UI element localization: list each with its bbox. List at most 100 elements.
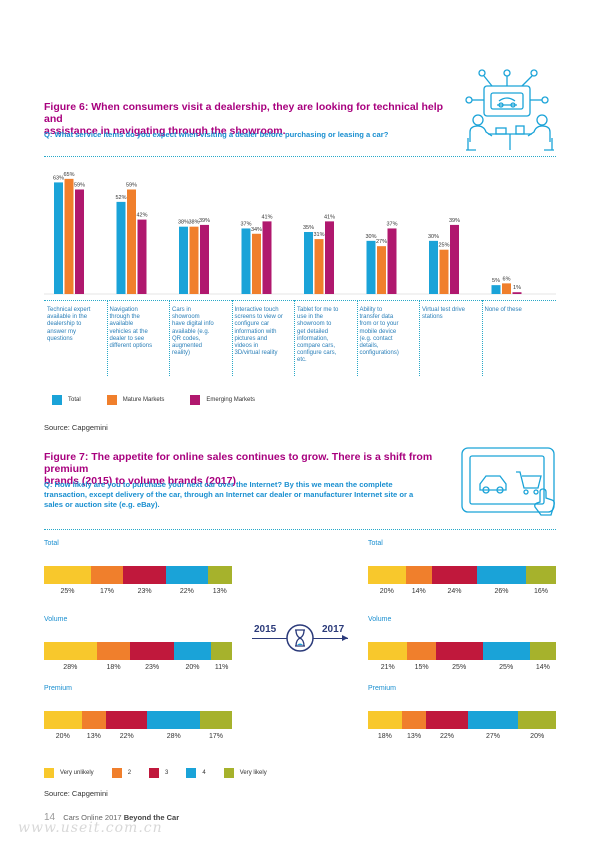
segment-label-premium-2017-4: 27% — [486, 733, 501, 740]
bar-1-mature — [64, 178, 74, 294]
bar-label-6-total: 30% — [365, 234, 376, 240]
category-label-2: Navigation through the available vehicles a… — [110, 307, 167, 350]
category-label-8: None of these — [485, 307, 542, 314]
segment-label-volume-2017-3: 25% — [452, 664, 467, 671]
hourglass-icon — [286, 624, 314, 652]
stacked-labels-total-2017: 20% 14% 24% 26% 16% — [368, 588, 556, 598]
group-title-volume-2015: Volume — [44, 616, 68, 623]
segment-label-premium-2017-2: 13% — [407, 733, 422, 740]
category-separator-1 — [106, 300, 108, 376]
segment-label-volume-2015-5: 11% — [214, 664, 229, 671]
category-label-4-line-1: Interactive touch — [234, 307, 279, 313]
category-label-6-line-5: (e.g. contact — [359, 335, 393, 342]
publication-name: Cars Online 2017 — [63, 813, 122, 822]
bar-label-1-emerging: 59% — [74, 182, 85, 188]
bar-7-emerging — [450, 224, 459, 294]
category-separator-5 — [356, 300, 358, 376]
bar-label-3-mature: 38% — [188, 220, 199, 226]
fig7-title-line1: Figure 7: The appetite for online sales … — [44, 451, 433, 475]
legend-4-swatch — [186, 768, 197, 778]
bar-label-7-mature: 25% — [438, 243, 449, 249]
bar-8-total — [491, 285, 501, 294]
segment-volume-2015-4 — [173, 642, 212, 660]
category-label-6-line-4: mobile device — [359, 328, 397, 335]
segment-volume-2017-1 — [368, 642, 408, 660]
category-label-2-line-5: dealer to see — [109, 335, 145, 342]
category-label-3-line-6: augmented — [172, 343, 203, 350]
legend-3-label: 3 — [165, 770, 169, 776]
bar-label-1-total: 63% — [53, 175, 64, 181]
category-label-2-line-4: vehicles at the — [109, 328, 148, 335]
category-label-4: Interactive touch screens to view or confi… — [235, 307, 292, 357]
bar-5-emerging — [325, 221, 334, 294]
year-2015: 2015 — [254, 624, 277, 635]
bar-8-emerging — [512, 292, 522, 294]
category-separator-4 — [294, 300, 295, 376]
segment-total-2017-1 — [368, 566, 406, 584]
segment-label-volume-2015-3: 23% — [145, 664, 160, 671]
stacked-bar-total-2017 — [368, 566, 556, 584]
bar-label-4-mature: 34% — [251, 227, 262, 233]
category-label-1: Technical expert available in the dealersh… — [47, 307, 104, 343]
legend-2: 2 — [111, 768, 131, 778]
bar-5-mature — [314, 239, 324, 294]
category-label-2-line-3: available — [109, 321, 134, 328]
segment-volume-2015-3 — [130, 642, 174, 660]
segment-label-volume-2015-1: 28% — [63, 664, 78, 671]
segment-label-total-2017-5: 16% — [533, 588, 548, 595]
category-label-3-line-7: reality) — [172, 350, 191, 357]
fig7-divider — [44, 529, 556, 530]
bar-label-5-total: 35% — [303, 225, 314, 231]
segment-volume-2017-2 — [407, 642, 436, 660]
bar-label-3-emerging: 39% — [199, 218, 210, 224]
category-label-3: Cars in showroom have digital info availabl… — [172, 307, 229, 357]
bar-label-6-mature: 27% — [376, 239, 387, 245]
segment-premium-2017-4 — [467, 711, 519, 729]
category-separator-2 — [169, 300, 170, 376]
segment-volume-2015-2 — [96, 642, 131, 660]
bar-1-emerging — [75, 189, 84, 294]
segment-label-total-2015-4: 22% — [179, 588, 194, 595]
category-label-8-line-1: None of these — [484, 307, 522, 313]
page-number: 14 — [44, 812, 56, 823]
legend-very-likely: Very likely — [223, 768, 267, 778]
segment-label-premium-2015-2: 13% — [86, 733, 101, 740]
category-separator-7 — [481, 300, 483, 376]
segment-volume-2015-1 — [44, 642, 97, 660]
legend-mature: Mature Markets — [106, 395, 165, 405]
legend-very-unlikely-label: Very unlikely — [60, 770, 94, 776]
segment-total-2015-1 — [44, 566, 91, 584]
segment-label-premium-2017-1: 18% — [377, 733, 392, 740]
fig6-title-line2: assistance in navigating through the sho… — [44, 125, 286, 137]
category-label-3-line-4: available (e.g. — [172, 328, 210, 335]
bar-3-emerging — [200, 224, 209, 294]
bar-4-mature — [252, 233, 261, 294]
segment-premium-2017-3 — [426, 711, 468, 729]
bar-7-mature — [439, 249, 449, 294]
bar-8-mature — [502, 283, 511, 294]
legend-4: 4 — [186, 768, 206, 778]
segment-label-total-2017-4: 26% — [494, 588, 509, 595]
year-compare: 2015 2017 — [252, 620, 348, 660]
stacked-bar-total-2015 — [44, 566, 232, 584]
category-label-7-line-2: stations — [422, 314, 443, 321]
segment-label-premium-2017-5: 20% — [530, 733, 545, 740]
legend-emerging-swatch — [190, 395, 201, 405]
stacked-labels-premium-2017: 18% 13% 22% 27% 20% — [368, 733, 556, 743]
bar-4-total — [241, 228, 251, 294]
category-label-3-line-5: QR codes, — [172, 335, 201, 342]
segment-label-total-2017-2: 14% — [411, 588, 426, 595]
dealer-meeting-icon — [465, 69, 554, 151]
bar-label-2-mature: 59% — [126, 182, 137, 188]
category-label-6-line-1: Ability to — [359, 307, 383, 313]
year-arrow-head — [342, 635, 348, 641]
category-label-3-line-1: Cars in — [172, 307, 192, 313]
fig7-stacked-charts: Total 25% 17% 23% 22% 13% Total 20% 14% 24% 26% 16%… — [44, 540, 556, 760]
group-title-premium-2017: Premium — [368, 685, 397, 692]
year-2017: 2017 — [322, 624, 345, 635]
legend-mature-label: Mature Markets — [122, 397, 165, 403]
segment-total-2017-4 — [477, 566, 526, 584]
category-label-5-line-4: get detailed — [297, 328, 329, 335]
segment-volume-2015-5 — [211, 642, 232, 660]
category-label-3-line-3: have digital info — [172, 321, 214, 328]
